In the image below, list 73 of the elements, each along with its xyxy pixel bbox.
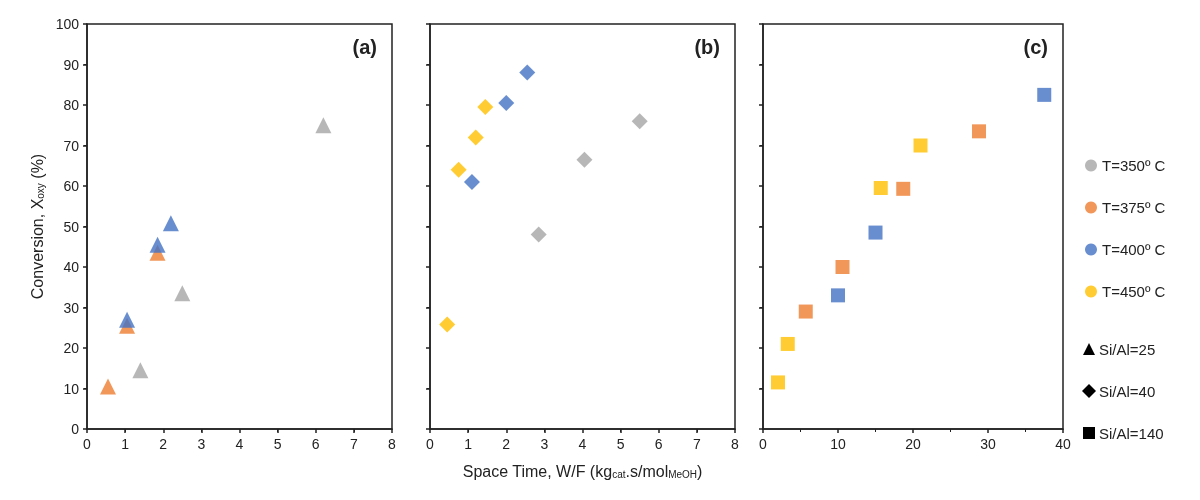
point bbox=[972, 124, 986, 139]
x-tick-label: 4 bbox=[578, 436, 587, 452]
point bbox=[439, 316, 456, 333]
point bbox=[99, 378, 116, 395]
y-tick-label: 60 bbox=[63, 178, 80, 194]
y-tick-label: 70 bbox=[63, 137, 80, 154]
x-tick-label: 0 bbox=[426, 436, 435, 452]
point bbox=[119, 311, 136, 328]
text: Si/Al=40 bbox=[1099, 382, 1156, 400]
y-tick-label: 50 bbox=[63, 218, 80, 235]
point bbox=[498, 94, 515, 111]
point bbox=[174, 285, 191, 302]
y-tick-label: 20 bbox=[63, 340, 80, 356]
legend-label: T=350º C bbox=[1102, 157, 1166, 174]
y-tick-label: 90 bbox=[63, 56, 80, 73]
point bbox=[798, 304, 813, 319]
point bbox=[315, 117, 332, 134]
point bbox=[873, 181, 888, 196]
text: (c) bbox=[1023, 36, 1049, 58]
y-tick-label: 0 bbox=[71, 421, 80, 437]
x-tick-label: 1 bbox=[464, 436, 473, 452]
x-tick-label: 1 bbox=[121, 436, 130, 452]
x-tick-label: 3 bbox=[540, 436, 549, 452]
x-tick-label: 20 bbox=[905, 436, 921, 452]
text: Si/Al=140 bbox=[1099, 424, 1164, 442]
point bbox=[896, 181, 911, 196]
x-tick-label: 5 bbox=[273, 436, 282, 452]
point bbox=[477, 99, 494, 116]
point bbox=[519, 64, 536, 81]
y-tick-label: 30 bbox=[63, 299, 80, 316]
point bbox=[463, 173, 480, 190]
x-tick-label: 7 bbox=[349, 436, 358, 452]
point bbox=[576, 151, 593, 168]
point bbox=[162, 215, 179, 232]
point bbox=[831, 288, 845, 303]
text: (b) bbox=[694, 36, 721, 58]
point bbox=[530, 226, 547, 243]
x-axis-title: Space Time, W/F (kgcat.s/molMeOH) bbox=[462, 462, 703, 480]
x-tick-label: 8 bbox=[388, 436, 397, 452]
x-tick-label: 10 bbox=[830, 436, 846, 452]
point bbox=[771, 375, 785, 390]
point bbox=[835, 260, 850, 274]
text: Si/Al=25 bbox=[1099, 340, 1156, 358]
point bbox=[868, 225, 883, 240]
x-tick-label: 4 bbox=[235, 436, 244, 452]
y-tick-label: 40 bbox=[63, 259, 80, 275]
point bbox=[450, 161, 467, 178]
point bbox=[132, 362, 149, 379]
point bbox=[1037, 87, 1052, 102]
point bbox=[631, 113, 648, 130]
y-tick-label: 10 bbox=[63, 380, 80, 397]
legend-label: T=375º C bbox=[1102, 199, 1166, 216]
point bbox=[149, 236, 166, 253]
x-tick-label: 7 bbox=[692, 436, 701, 452]
text: (a) bbox=[352, 36, 378, 58]
x-tick-label: 0 bbox=[759, 436, 768, 452]
y-tick-label: 80 bbox=[63, 97, 80, 113]
x-tick-label: 2 bbox=[502, 436, 511, 452]
x-tick-label: 6 bbox=[311, 436, 320, 452]
legend-label: T=450º C bbox=[1102, 283, 1166, 300]
y-tick-label: 100 bbox=[55, 16, 80, 32]
legend-label: T=400º C bbox=[1102, 241, 1166, 258]
x-tick-label: 30 bbox=[980, 436, 996, 452]
point bbox=[780, 336, 795, 351]
x-tick-label: 0 bbox=[83, 436, 92, 452]
point bbox=[913, 138, 928, 153]
x-tick-label: 6 bbox=[654, 436, 663, 452]
x-tick-label: 5 bbox=[616, 436, 625, 452]
x-tick-label: 8 bbox=[731, 436, 740, 452]
x-tick-label: 2 bbox=[159, 436, 168, 452]
x-tick-label: 3 bbox=[197, 436, 206, 452]
point bbox=[467, 129, 484, 146]
x-tick-label: 40 bbox=[1055, 436, 1071, 452]
